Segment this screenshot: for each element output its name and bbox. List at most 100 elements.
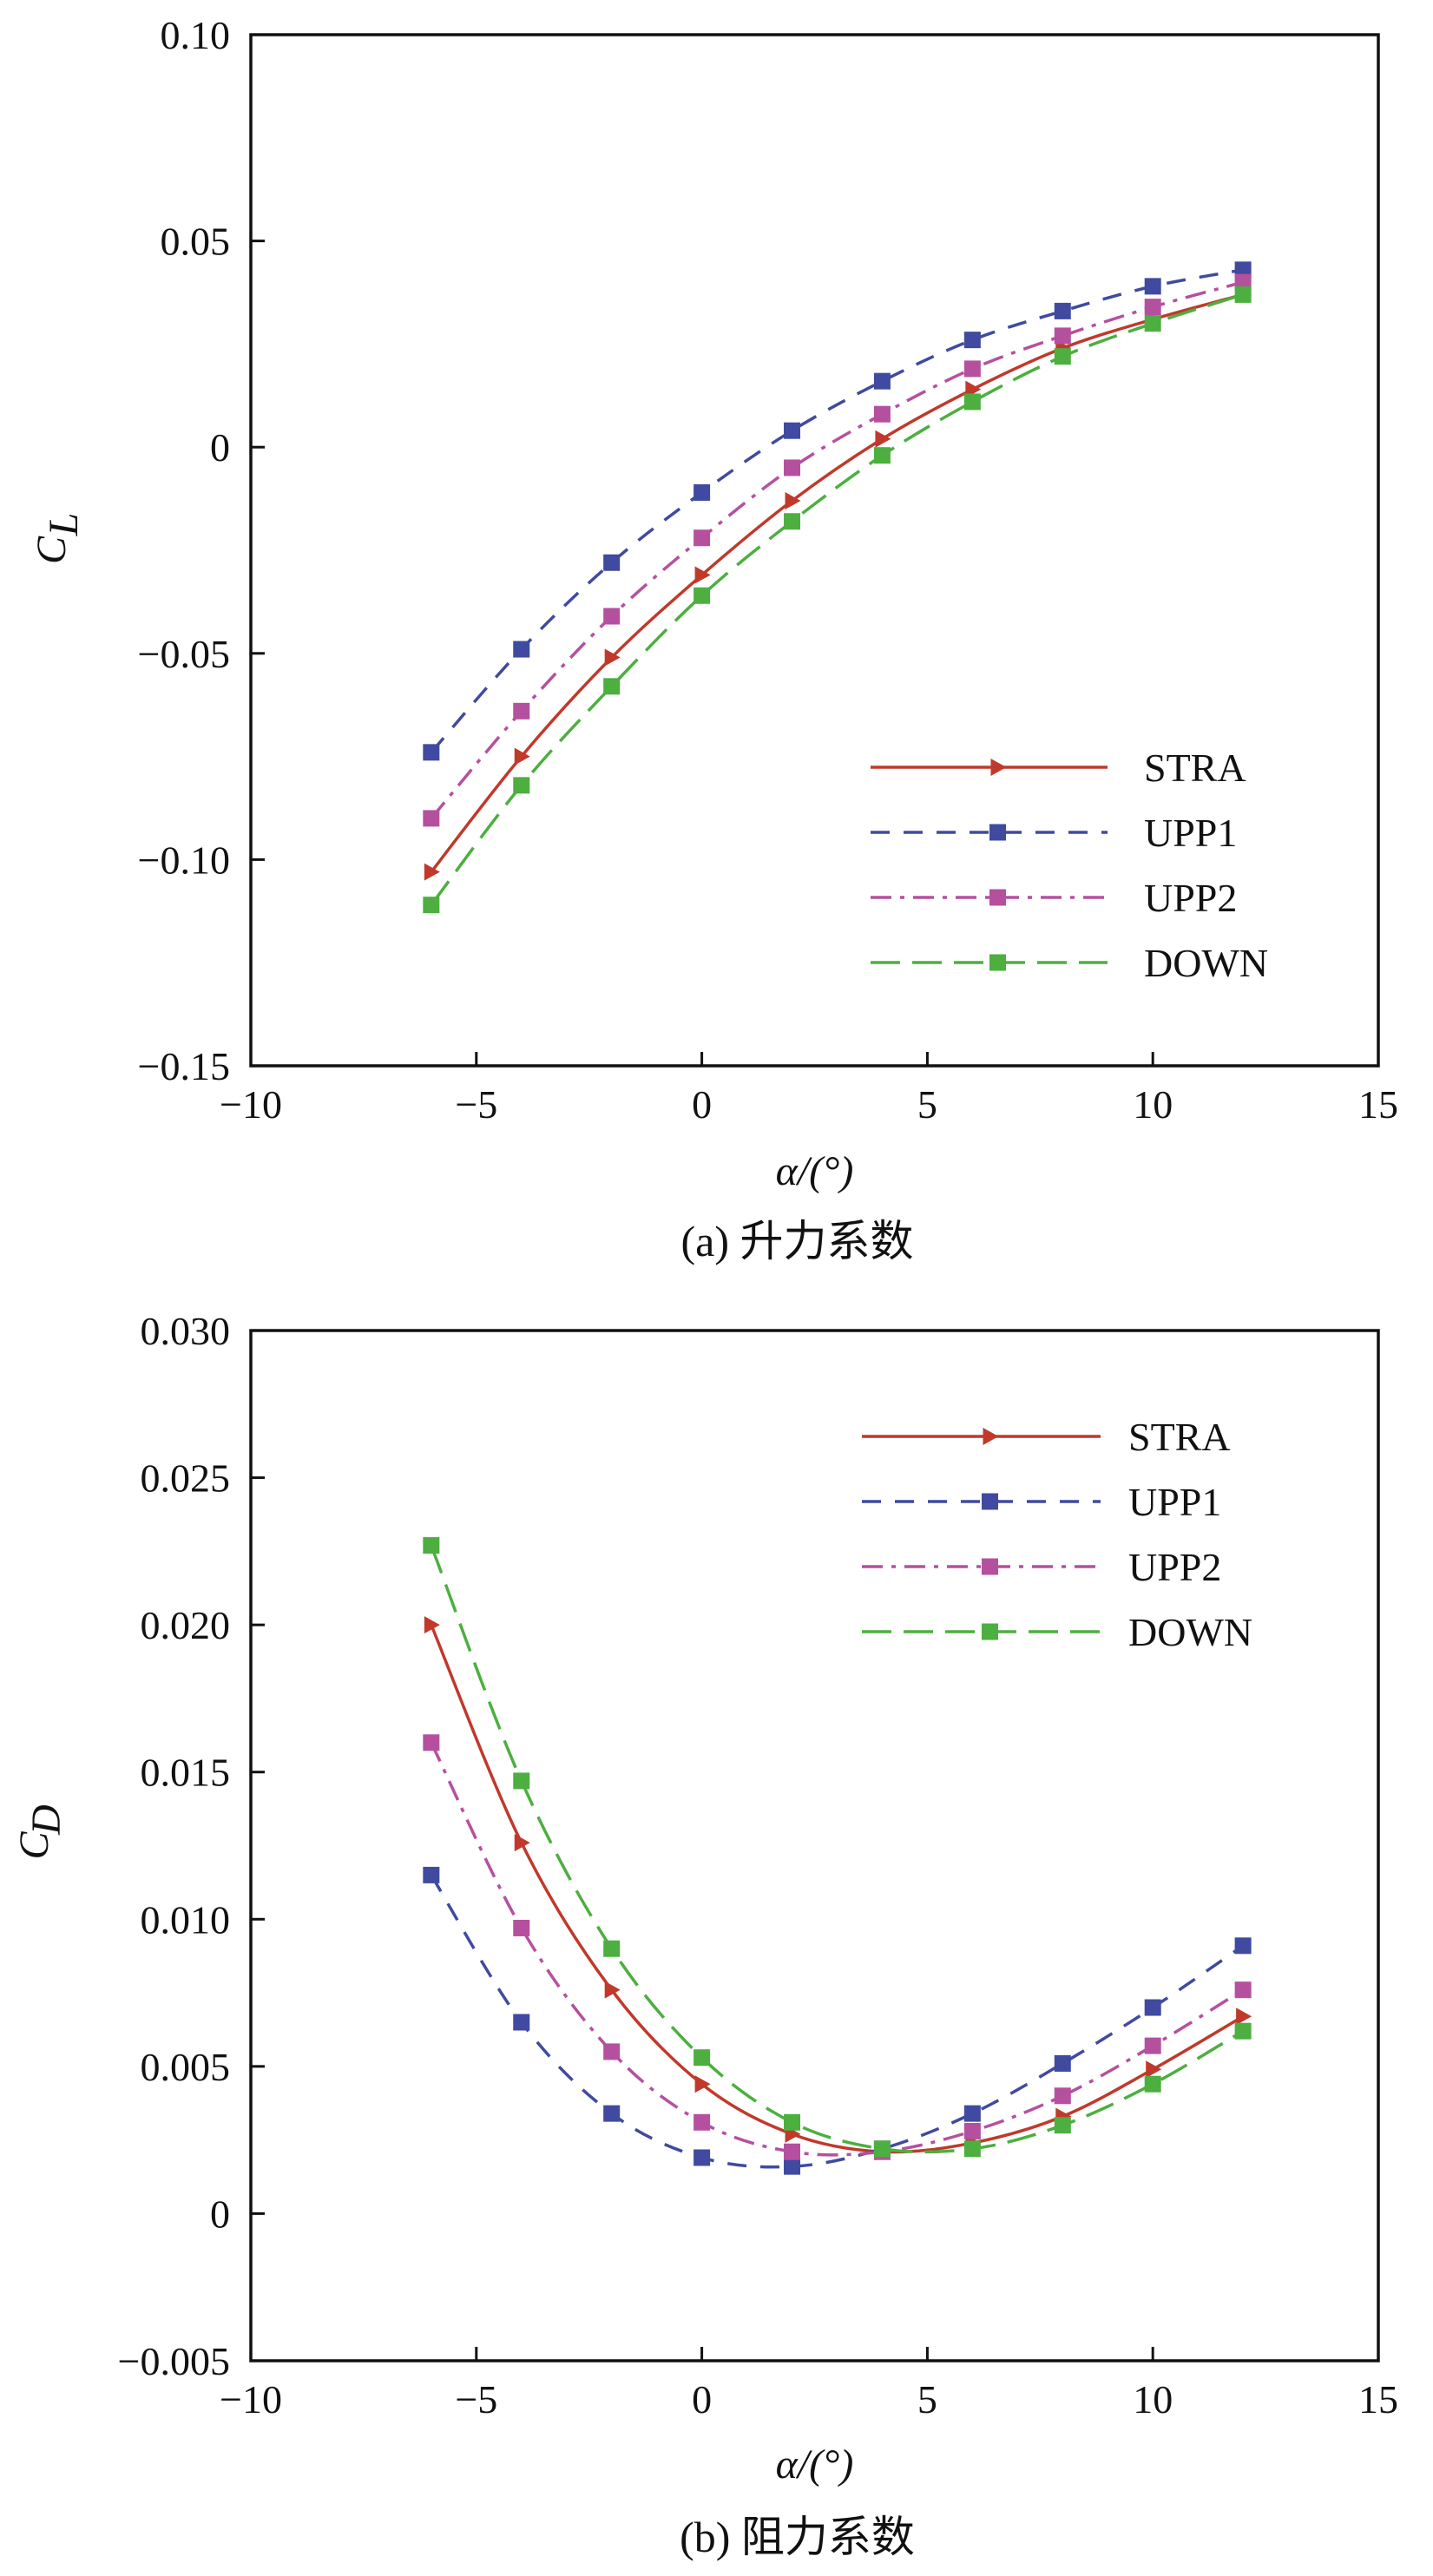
data-point-upp1 (603, 2105, 621, 2122)
data-point-upp2 (1144, 2037, 1161, 2054)
data-point-down (1144, 315, 1161, 332)
y-axis-label-group: CL (29, 513, 87, 564)
data-point-upp2 (873, 405, 891, 423)
data-point-down (513, 1772, 530, 1790)
data-point-stra (1236, 2008, 1252, 2026)
x-tick-label: 0 (692, 1082, 712, 1127)
y-tick-label: −0.15 (138, 1044, 230, 1088)
data-point-upp2 (963, 2122, 981, 2139)
x-tick-label: 5 (917, 1082, 937, 1127)
data-point-down (603, 678, 621, 695)
data-point-upp2 (1234, 1981, 1252, 1999)
y-axis-label-subscript: L (41, 513, 87, 537)
legend-marker-stra (983, 1428, 999, 1445)
data-point-upp2 (1144, 299, 1161, 316)
chart-panel-drag: −10 −5 0 5 10 15 −0.005 0 0.005 0.010 0.015 0.020 0.… (11, 1309, 1398, 2561)
series-line-down (430, 292, 1244, 906)
data-point-upp2 (784, 2143, 801, 2160)
x-tick-label: 15 (1358, 1082, 1398, 1127)
data-point-stra (514, 1834, 530, 1852)
data-point-upp1 (693, 483, 711, 501)
x-tick-label: 0 (692, 2377, 712, 2422)
series-line-stra (430, 1624, 1245, 2154)
y-tick-label: −0.10 (138, 838, 230, 882)
data-point-upp2 (1054, 2087, 1071, 2105)
data-point-stra (785, 491, 801, 509)
legend-marker-stra (990, 759, 1007, 776)
data-point-upp2 (513, 702, 530, 720)
data-point-down (423, 897, 440, 914)
data-point-upp1 (963, 332, 981, 349)
legend-label-down: DOWN (1128, 1610, 1252, 1654)
legend-label-upp1: UPP1 (1144, 811, 1237, 855)
data-point-upp1 (873, 372, 891, 390)
data-point-down (963, 2140, 981, 2158)
series-line-stra (430, 292, 1244, 873)
data-point-down (873, 2140, 891, 2158)
data-point-upp2 (603, 2043, 621, 2060)
data-point-upp2 (693, 529, 711, 547)
data-point-upp1 (513, 641, 530, 658)
y-tick-label: 0 (210, 425, 230, 470)
y-tick-label: 0.015 (141, 1751, 231, 1795)
legend-label-down: DOWN (1144, 941, 1268, 985)
data-point-upp1 (784, 422, 801, 439)
plot-frame (249, 1329, 1380, 2362)
legend-marker-upp2 (982, 1558, 998, 1575)
legend-marker-upp1 (982, 1493, 998, 1510)
legend-marker-upp1 (989, 824, 1006, 841)
x-tick-label: 10 (1133, 2377, 1173, 2422)
legend-label-upp2: UPP2 (1144, 876, 1237, 920)
data-point-upp2 (423, 1734, 440, 1751)
series-line-upp1 (430, 1874, 1245, 2169)
y-tick-label: −0.005 (118, 2339, 230, 2383)
data-point-upp1 (603, 554, 621, 571)
data-point-down (1054, 2117, 1071, 2134)
legend-marker-down (989, 954, 1006, 971)
data-point-down (693, 2049, 711, 2067)
data-point-upp1 (784, 2158, 801, 2175)
data-point-stra (424, 863, 440, 881)
data-point-down (784, 513, 801, 530)
data-point-down (963, 393, 981, 411)
y-axis-label: C (11, 1831, 57, 1860)
data-point-upp2 (963, 360, 981, 378)
x-tick-label: −5 (455, 2377, 497, 2422)
legend-marker-upp2 (989, 889, 1006, 906)
series-line-down (430, 1544, 1245, 2154)
data-point-stra (604, 648, 621, 667)
data-point-down (423, 1537, 440, 1554)
data-point-stra (694, 566, 711, 584)
data-point-upp2 (423, 810, 440, 827)
x-tick-label: −5 (455, 1082, 497, 1127)
data-point-down (1234, 286, 1252, 303)
data-point-upp1 (693, 2149, 711, 2166)
data-point-down (603, 1940, 621, 1957)
y-tick-label: 0.005 (141, 2045, 231, 2089)
data-point-upp2 (784, 459, 801, 476)
plot-frame (249, 33, 1380, 1068)
data-point-upp2 (1054, 327, 1071, 345)
data-point-stra (1146, 2060, 1162, 2079)
data-point-down (1144, 2075, 1161, 2093)
data-point-upp1 (963, 2105, 981, 2122)
y-tick-label: 0 (210, 2192, 230, 2236)
data-point-stra (694, 2075, 711, 2093)
legend-label-upp1: UPP1 (1128, 1480, 1221, 1524)
data-point-down (1234, 2022, 1252, 2040)
x-tick-label: −10 (220, 1082, 282, 1127)
chart-panel-lift: −10 −5 0 5 10 15 −0.15 −0.10 −0.05 0 0.05 0.10 α/(°)… (29, 13, 1398, 1265)
data-point-upp1 (423, 744, 440, 761)
y-axis-label-group: CD (11, 1804, 69, 1859)
data-point-down (784, 2113, 801, 2131)
data-point-stra (875, 430, 891, 448)
x-axis-label: α/(°) (776, 2441, 854, 2487)
data-point-stra (424, 1616, 440, 1634)
data-point-down (513, 777, 530, 794)
legend-label-stra: STRA (1128, 1415, 1231, 1459)
figure-caption: (b) 阻力系数 (680, 2513, 915, 2561)
legend-label-stra: STRA (1144, 746, 1246, 790)
x-tick-label: 15 (1358, 2377, 1398, 2422)
data-point-down (693, 587, 711, 604)
